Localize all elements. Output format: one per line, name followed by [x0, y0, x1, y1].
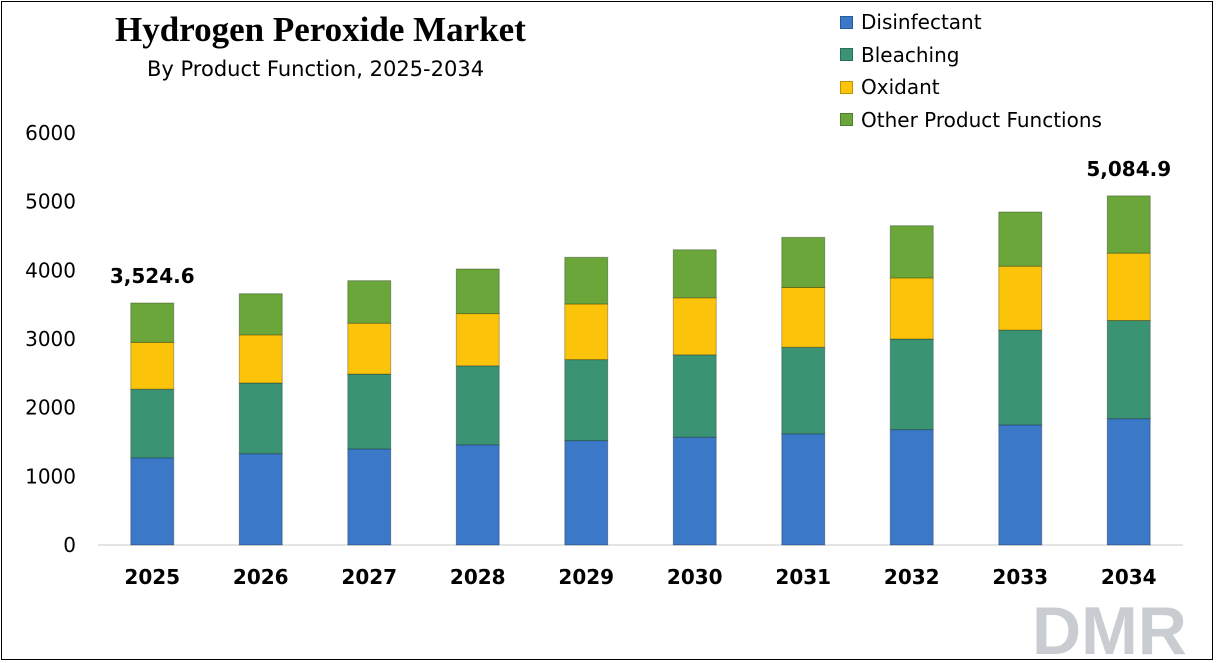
- chart-title: Hydrogen Peroxide Market: [115, 10, 526, 49]
- legend-swatch-bleaching: [840, 48, 853, 62]
- x-tick-label: 2025: [124, 565, 180, 589]
- dmr-logo-text: DMR: [1032, 598, 1187, 658]
- legend-item-oxidant: Oxidant: [840, 71, 1102, 104]
- bar-segment-other-product-functions-2031: [781, 236, 826, 289]
- bar-segment-bleaching-2028: [455, 365, 500, 446]
- x-tick-label: 2029: [558, 565, 614, 589]
- x-tick-label: 2030: [667, 565, 723, 589]
- bar-segment-bleaching-2029: [564, 359, 609, 442]
- x-tick-label: 2027: [341, 565, 397, 589]
- bar-segment-bleaching-2030: [672, 354, 717, 438]
- bar-segment-disinfectant-2029: [564, 440, 609, 546]
- y-tick-label: 5000: [25, 190, 76, 214]
- data-label-2034: 5,084.9: [1086, 157, 1171, 181]
- bar-segment-other-product-functions-2030: [672, 249, 717, 299]
- bar-segment-bleaching-2032: [889, 338, 934, 431]
- bar-segment-other-product-functions-2026: [238, 293, 283, 336]
- bar-segment-other-product-functions-2033: [998, 211, 1043, 267]
- bar-segment-disinfectant-2027: [347, 448, 392, 546]
- legend-swatch-oxidant: [840, 80, 853, 94]
- bar-segment-bleaching-2034: [1106, 319, 1151, 420]
- x-tick-label: 2026: [233, 565, 289, 589]
- bar-segment-oxidant-2034: [1106, 252, 1151, 321]
- bar-segment-oxidant-2026: [238, 334, 283, 384]
- x-tick-label: 2034: [1101, 565, 1157, 589]
- bar-segment-disinfectant-2026: [238, 453, 283, 546]
- legend: Disinfectant Bleaching Oxidant Other Pro…: [840, 6, 1102, 136]
- y-tick-label: 1000: [25, 464, 76, 488]
- bar-segment-bleaching-2027: [347, 373, 392, 450]
- y-tick-label: 4000: [25, 258, 76, 282]
- bar-segment-disinfectant-2025: [130, 457, 175, 546]
- bar-segment-oxidant-2032: [889, 277, 934, 340]
- legend-label-other-product-functions: Other Product Functions: [861, 107, 1102, 132]
- bar-segment-other-product-functions-2032: [889, 225, 934, 279]
- legend-swatch-disinfectant: [840, 15, 853, 29]
- y-tick-label: 2000: [25, 396, 76, 420]
- y-tick-label: 6000: [25, 121, 76, 145]
- bar-segment-oxidant-2031: [781, 287, 826, 348]
- legend-label-oxidant: Oxidant: [861, 75, 940, 100]
- legend-swatch-other-product-functions: [840, 113, 853, 127]
- bar-segment-other-product-functions-2025: [130, 302, 175, 343]
- bar-segment-disinfectant-2033: [998, 424, 1043, 546]
- bar-segment-oxidant-2028: [455, 313, 500, 367]
- chart-subtitle: By Product Function, 2025-2034: [147, 57, 485, 81]
- y-tick-label: 0: [63, 533, 76, 557]
- x-tick-label: 2031: [775, 565, 831, 589]
- bar-segment-disinfectant-2034: [1106, 418, 1151, 546]
- bar-segment-other-product-functions-2034: [1106, 195, 1151, 254]
- bar-segment-disinfectant-2031: [781, 433, 826, 546]
- dmr-logo: DMR: [1032, 598, 1187, 658]
- legend-label-bleaching: Bleaching: [861, 42, 960, 67]
- bar-segment-other-product-functions-2028: [455, 268, 500, 315]
- legend-item-other-product-functions: Other Product Functions: [840, 104, 1102, 137]
- x-tick-label: 2033: [992, 565, 1048, 589]
- bar-segment-disinfectant-2030: [672, 436, 717, 546]
- bar-segment-bleaching-2026: [238, 382, 283, 455]
- bar-segment-bleaching-2033: [998, 329, 1043, 426]
- bar-segment-oxidant-2033: [998, 265, 1043, 331]
- x-tick-label: 2028: [450, 565, 506, 589]
- y-tick-label: 3000: [25, 327, 76, 351]
- legend-item-disinfectant: Disinfectant: [840, 6, 1102, 39]
- bar-segment-disinfectant-2032: [889, 429, 934, 546]
- legend-item-bleaching: Bleaching: [840, 39, 1102, 72]
- bar-segment-oxidant-2025: [130, 341, 175, 390]
- legend-label-disinfectant: Disinfectant: [861, 10, 982, 35]
- bar-segment-oxidant-2029: [564, 303, 609, 361]
- bar-segment-bleaching-2031: [781, 346, 826, 435]
- bar-segment-oxidant-2027: [347, 322, 392, 375]
- x-tick-label: 2032: [884, 565, 940, 589]
- bar-segment-other-product-functions-2029: [564, 256, 609, 305]
- bar-segment-other-product-functions-2027: [347, 280, 392, 324]
- data-label-2025: 3,524.6: [110, 264, 195, 288]
- bar-segment-disinfectant-2028: [455, 444, 500, 546]
- bar-segment-bleaching-2025: [130, 388, 175, 459]
- bar-segment-oxidant-2030: [672, 297, 717, 356]
